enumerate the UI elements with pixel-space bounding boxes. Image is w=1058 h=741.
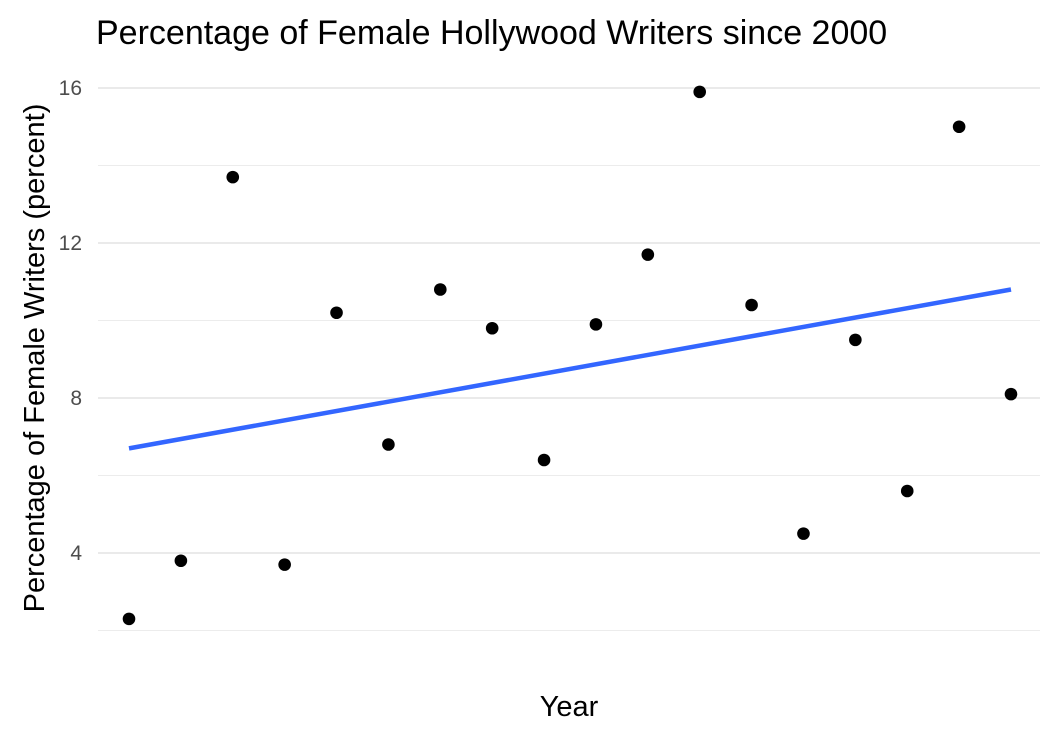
y-tick-label: 4 bbox=[70, 542, 82, 565]
data-point bbox=[900, 484, 914, 498]
y-axis-title: Percentage of Female Writers (percent) bbox=[19, 104, 51, 613]
trend-line-group bbox=[128, 287, 1012, 451]
data-point bbox=[641, 248, 655, 261]
y-axis-tick-labels: 4 8 12 16 bbox=[59, 77, 83, 565]
data-point bbox=[952, 120, 966, 134]
trend-line bbox=[128, 287, 1012, 451]
data-point bbox=[745, 298, 758, 312]
chart-title: Percentage of Female Hollywood Writers s… bbox=[96, 14, 887, 52]
data-point bbox=[693, 85, 707, 99]
x-axis-title: Year bbox=[540, 691, 599, 723]
data-point bbox=[1004, 387, 1018, 401]
y-tick-label: 8 bbox=[70, 387, 82, 410]
data-points bbox=[122, 85, 1018, 626]
y-tick-label: 16 bbox=[59, 77, 82, 100]
data-point bbox=[226, 170, 240, 184]
data-point bbox=[589, 318, 603, 331]
data-point bbox=[278, 558, 291, 571]
data-point bbox=[174, 554, 188, 568]
data-point bbox=[485, 321, 499, 335]
grid-lines bbox=[98, 87, 1040, 631]
data-point bbox=[330, 306, 343, 320]
data-point bbox=[122, 612, 136, 626]
data-point bbox=[849, 333, 862, 347]
y-tick-label: 12 bbox=[59, 232, 82, 255]
data-point bbox=[537, 453, 551, 467]
data-point bbox=[433, 283, 447, 296]
data-point bbox=[797, 527, 810, 540]
data-point bbox=[382, 438, 395, 451]
